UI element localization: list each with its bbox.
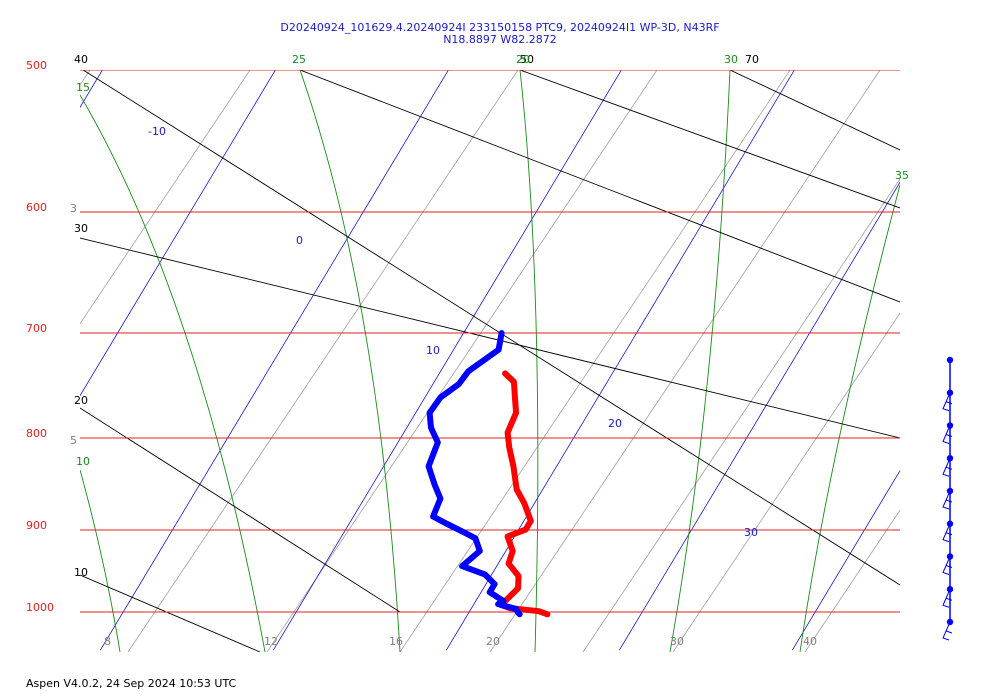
moist-adiabat-line [799, 184, 900, 652]
pressure-label: 800 [26, 427, 47, 440]
dry-adiabat-label: 40 [74, 53, 88, 66]
profiles [425, 330, 551, 618]
mixing-ratio-label: 16 [389, 635, 403, 648]
moist-adiabats [80, 70, 900, 652]
chart-header-line2: N18.8897 W82.2872 [443, 33, 557, 46]
wind-barb [942, 490, 953, 510]
moist-adiabat-label: 15 [76, 81, 90, 94]
mixing-ratio-label: 20 [486, 635, 500, 648]
wind-barb [942, 425, 953, 444]
wind-barb [942, 458, 953, 477]
moist-adiabat-line [519, 70, 539, 652]
wind-barb [942, 589, 953, 608]
mixing-ratio-line [582, 178, 900, 652]
mixing-ratio-label: 30 [670, 635, 684, 648]
isotherm-line [80, 70, 276, 397]
chart-header-line1: D20240924_101629.4.20240924I 233150158 P… [280, 21, 720, 34]
pressure-label: 1000 [26, 601, 54, 614]
isotherms [80, 38, 1000, 651]
moist-adiabat-label: 20 [516, 53, 530, 66]
footer-text: Aspen V4.0.2, 24 Sep 2024 10:53 UTC [26, 677, 237, 690]
moist-adiabat-line [80, 469, 121, 652]
dry-adiabat-line [80, 407, 401, 613]
isotherm-label: -10 [148, 125, 166, 138]
mixing-ratio-label: 12 [264, 635, 278, 648]
dry-adiabat-line [82, 70, 900, 586]
mixing-ratio-lines [80, 70, 900, 652]
pressure-label: 500 [26, 59, 47, 72]
isotherm-label: 30 [744, 526, 758, 539]
wind-barbs [942, 356, 954, 641]
mixing-ratio-label: 8 [104, 635, 111, 648]
wind-barb [942, 523, 953, 543]
moist-adiabat-line [669, 70, 731, 652]
pressure-label: 900 [26, 519, 47, 532]
isotherm-line [80, 70, 103, 109]
dry-adiabats [80, 70, 900, 652]
isotherm-label: 20 [608, 417, 622, 430]
mixing-ratio-line [489, 70, 881, 652]
isotherm-line [791, 469, 900, 651]
chart-title-block: D20240924_101629.4.20240924I 233150158 P… [0, 22, 1000, 46]
isotherm-line [272, 70, 622, 651]
dry-adiabat-line [519, 70, 900, 209]
isobars [80, 70, 900, 613]
dry-adiabat-line [80, 237, 900, 439]
mixing-ratio-line [80, 70, 91, 86]
mixing-ratio-line [266, 70, 658, 652]
wind-point [946, 356, 954, 364]
wind-barb [942, 556, 953, 575]
mixing-ratio-label: 5 [70, 434, 77, 447]
moist-adiabat-line [299, 70, 401, 652]
moist-adiabat-label: 30 [724, 53, 738, 66]
moist-adiabat-line [80, 94, 266, 652]
moist-adiabat-label: 35 [895, 169, 909, 182]
dry-adiabat-line [80, 574, 261, 652]
isotherm-label: 10 [426, 344, 440, 357]
mixing-ratio-line [804, 509, 900, 652]
isotherm-label: 0 [296, 234, 303, 247]
dry-adiabat-label: 30 [74, 222, 88, 235]
wind-barb [942, 621, 953, 641]
pressure-label: 700 [26, 322, 47, 335]
mixing-ratio-label: 40 [803, 635, 817, 648]
wind-barb [942, 392, 953, 412]
mixing-ratio-line [80, 70, 251, 325]
dry-adiabat-label: 70 [745, 53, 759, 66]
dewpoint-profile [425, 330, 523, 618]
pressure-label: 600 [26, 201, 47, 214]
dry-adiabat-label: 20 [74, 394, 88, 407]
mixing-ratio-line [127, 70, 519, 652]
dry-adiabat-line [729, 70, 900, 151]
mixing-ratio-line [672, 312, 900, 652]
isotherm-line [965, 38, 1000, 650]
isotherm-line [618, 181, 900, 651]
moist-adiabat-label: 10 [76, 455, 90, 468]
dry-adiabat-label: 50 [520, 53, 534, 66]
isotherm-line [445, 70, 795, 651]
dry-adiabat-label: 10 [74, 566, 88, 579]
mixing-ratio-label: 3 [70, 202, 77, 215]
moist-adiabat-label: 25 [292, 53, 306, 66]
dry-adiabat-line [299, 70, 900, 303]
isotherm-line [99, 70, 449, 651]
